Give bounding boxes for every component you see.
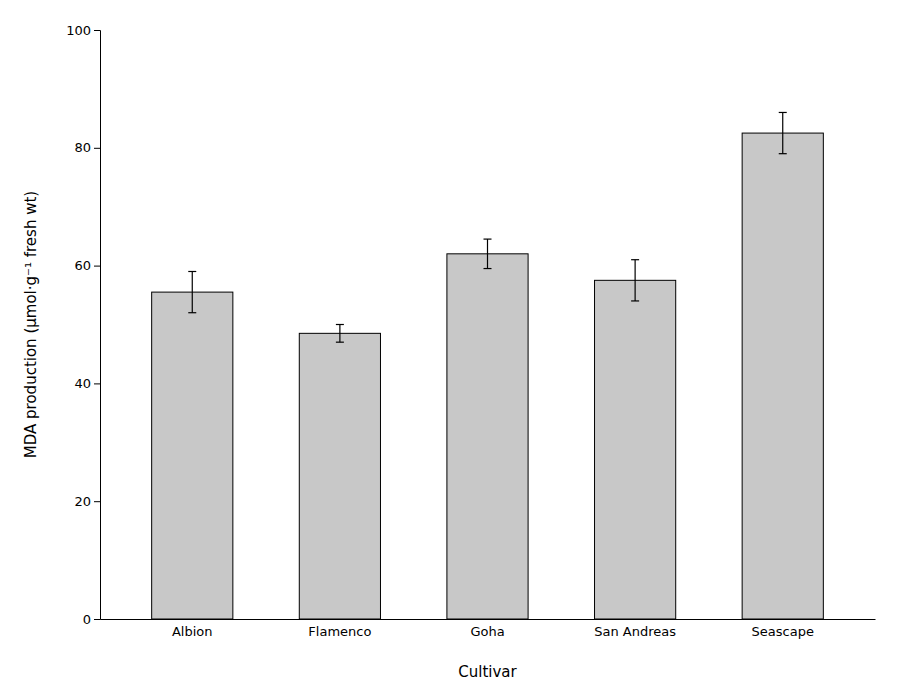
y-axis-title: MDA production (μmol·g⁻¹ fresh wt) xyxy=(22,191,40,458)
bar xyxy=(299,333,380,619)
y-tick-label: 100 xyxy=(66,23,91,38)
y-tick-label: 60 xyxy=(74,258,91,273)
error-bar-cap xyxy=(631,300,639,301)
bar xyxy=(447,254,528,619)
y-tick: 20 xyxy=(74,494,100,509)
error-bar-cap xyxy=(484,238,492,239)
error-bar-stem xyxy=(782,112,783,153)
error-bar-cap xyxy=(484,268,492,269)
y-tick: 60 xyxy=(74,258,100,273)
x-axis-line xyxy=(101,619,876,620)
error-bar-stem xyxy=(339,325,340,343)
x-tick: Flamenco xyxy=(308,624,371,639)
plot-area: 0 20 40 60 80 100 Albion Flamenco Goha San Andrea… xyxy=(66,23,875,640)
y-tick-label: 40 xyxy=(74,376,91,391)
y-tick: 80 xyxy=(74,140,100,155)
error-bar-cap xyxy=(188,312,196,313)
x-tick: San Andreas xyxy=(594,624,676,639)
y-tick-label: 0 xyxy=(83,612,91,627)
y-tick-label: 80 xyxy=(74,140,91,155)
x-tick-label: Goha xyxy=(470,624,504,639)
x-tick: Goha xyxy=(470,624,504,639)
x-axis-title: Cultivar xyxy=(458,663,517,681)
error-bar-stem xyxy=(192,271,193,312)
error-bar-stem xyxy=(635,260,636,301)
y-tick-mark xyxy=(94,30,100,31)
error-bar xyxy=(779,112,787,153)
x-tick-label: Flamenco xyxy=(308,624,371,639)
error-bar-cap xyxy=(336,342,344,343)
error-bar-cap xyxy=(779,153,787,154)
y-tick-mark xyxy=(94,383,100,384)
y-tick: 100 xyxy=(66,23,100,38)
error-bar-stem xyxy=(487,239,488,268)
chart: 0 20 40 60 80 100 Albion Flamenco Goha San Andrea… xyxy=(0,0,915,699)
error-bar xyxy=(631,260,639,301)
y-tick-mark xyxy=(94,266,100,267)
y-tick: 0 xyxy=(83,612,100,627)
bar xyxy=(595,280,676,619)
x-tick: Seascape xyxy=(752,624,814,639)
error-bar xyxy=(188,271,196,312)
error-bar-cap xyxy=(336,324,344,325)
y-tick-mark xyxy=(94,619,100,620)
marks xyxy=(152,112,824,619)
bar xyxy=(152,292,233,619)
y-axis: 0 20 40 60 80 100 xyxy=(66,23,100,627)
x-tick-label: Seascape xyxy=(752,624,814,639)
error-bar-cap xyxy=(631,259,639,260)
x-axis: Albion Flamenco Goha San Andreas Seascape xyxy=(101,620,876,640)
y-tick-mark xyxy=(94,501,100,502)
x-tick-label: Albion xyxy=(172,624,213,639)
y-tick-label: 20 xyxy=(74,494,91,509)
x-tick-label: San Andreas xyxy=(594,624,676,639)
error-bar xyxy=(336,325,344,343)
bar xyxy=(742,133,823,619)
error-bar-cap xyxy=(779,112,787,113)
x-tick: Albion xyxy=(172,624,213,639)
error-bar-cap xyxy=(188,271,196,272)
error-bar xyxy=(484,239,492,268)
y-axis-line xyxy=(94,31,101,620)
y-tick-mark xyxy=(94,148,100,149)
y-tick: 40 xyxy=(74,376,100,391)
